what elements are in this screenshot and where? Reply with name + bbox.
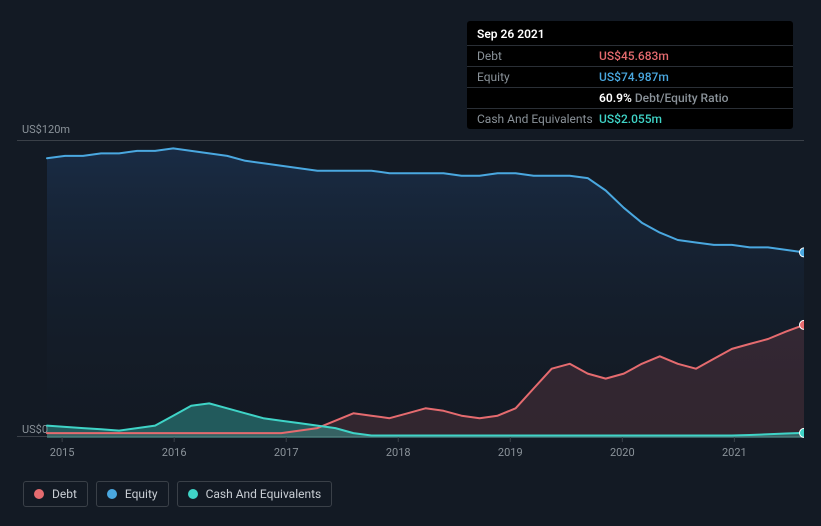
tooltip-row: 60.9% Debt/Equity Ratio bbox=[467, 87, 793, 108]
tooltip-label: Debt bbox=[477, 49, 599, 63]
legend-swatch bbox=[107, 489, 117, 499]
tooltip-row: EquityUS$74.987m bbox=[467, 66, 793, 87]
legend-item[interactable]: Debt bbox=[23, 481, 88, 507]
x-axis-tick: 2020 bbox=[610, 446, 635, 459]
x-axis-tick: 2015 bbox=[50, 446, 75, 459]
tooltip-label: Cash And Equivalents bbox=[477, 112, 599, 126]
tooltip-ratio: 60.9% Debt/Equity Ratio bbox=[599, 91, 728, 105]
x-axis-tick: 2019 bbox=[498, 446, 523, 459]
legend-item[interactable]: Cash And Equivalents bbox=[177, 481, 333, 507]
x-axis-tick: 2018 bbox=[386, 446, 411, 459]
legend-label: Cash And Equivalents bbox=[206, 487, 322, 501]
tooltip-row: Cash And EquivalentsUS$2.055m bbox=[467, 108, 793, 129]
chart-tooltip: Sep 26 2021 DebtUS$45.683mEquityUS$74.98… bbox=[467, 21, 793, 129]
tooltip-row: DebtUS$45.683m bbox=[467, 45, 793, 66]
chart-svg bbox=[17, 141, 804, 438]
tooltip-label: Equity bbox=[477, 70, 599, 84]
chart-legend: Debt Equity Cash And Equivalents bbox=[23, 481, 332, 507]
x-axis-tick: 2016 bbox=[162, 446, 187, 459]
x-axis-tick: 2021 bbox=[722, 446, 747, 459]
chart-plot-area[interactable] bbox=[17, 140, 804, 437]
tooltip-label bbox=[477, 91, 599, 105]
tooltip-value: US$45.683m bbox=[599, 49, 669, 63]
x-axis-tick: 2017 bbox=[274, 446, 299, 459]
legend-swatch bbox=[34, 489, 44, 499]
tooltip-date: Sep 26 2021 bbox=[467, 21, 793, 45]
legend-item[interactable]: Equity bbox=[96, 481, 169, 507]
tooltip-value: US$2.055m bbox=[599, 112, 662, 126]
x-axis: 2015 2016 2017 2018 2019 2020 2021 bbox=[17, 437, 804, 467]
tooltip-value: US$74.987m bbox=[599, 70, 669, 84]
y-axis-max-label: US$120m bbox=[22, 123, 70, 136]
legend-label: Equity bbox=[125, 487, 158, 501]
legend-label: Debt bbox=[52, 487, 77, 501]
legend-swatch bbox=[188, 489, 198, 499]
